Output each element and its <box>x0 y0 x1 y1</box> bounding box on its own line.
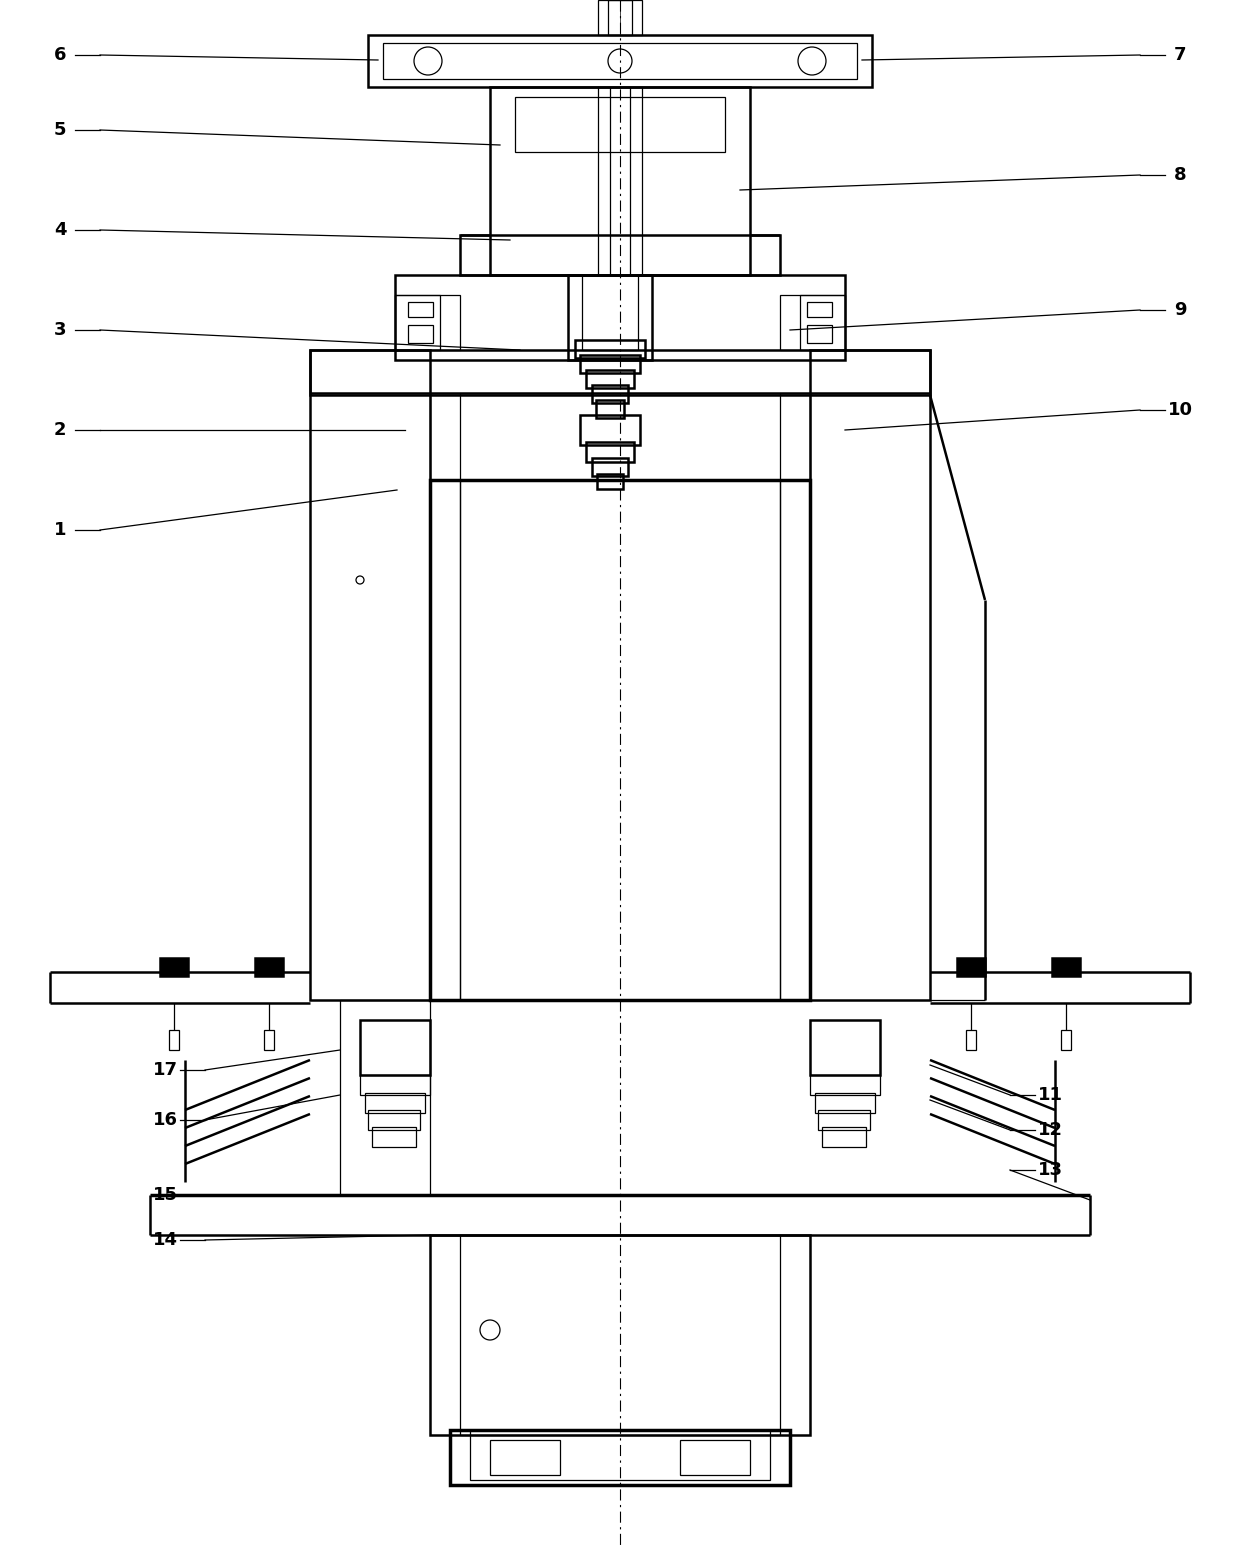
Bar <box>568 276 652 361</box>
Bar <box>160 958 188 975</box>
Bar <box>372 1127 415 1147</box>
Bar <box>587 443 634 461</box>
Bar <box>383 43 857 79</box>
Bar <box>515 98 725 152</box>
Bar <box>582 276 639 350</box>
Bar <box>575 341 645 358</box>
Bar <box>608 0 632 36</box>
Bar <box>810 1074 880 1094</box>
Bar <box>310 350 430 1000</box>
Bar <box>408 325 433 344</box>
Bar <box>587 370 634 389</box>
Bar <box>490 1440 560 1475</box>
Bar <box>408 302 433 317</box>
Bar <box>460 235 780 276</box>
Bar <box>580 354 640 373</box>
Bar <box>807 325 832 344</box>
Bar <box>396 276 844 361</box>
Bar <box>310 350 930 395</box>
Bar <box>396 296 460 350</box>
Bar <box>255 958 283 975</box>
Text: 5: 5 <box>53 121 66 139</box>
Bar <box>340 1000 430 1195</box>
Bar <box>810 1020 880 1074</box>
Bar <box>368 36 872 87</box>
Bar <box>810 350 930 1000</box>
Bar <box>470 1430 770 1480</box>
Text: 16: 16 <box>153 1111 177 1128</box>
Bar <box>591 458 627 475</box>
Bar <box>610 87 630 276</box>
Bar <box>430 1235 810 1435</box>
Text: 12: 12 <box>1038 1121 1063 1139</box>
Text: 11: 11 <box>1038 1087 1063 1104</box>
Bar <box>966 1029 976 1050</box>
Bar <box>430 480 810 1000</box>
Text: 10: 10 <box>1168 401 1193 420</box>
Bar <box>368 1110 420 1130</box>
Text: 2: 2 <box>53 421 66 440</box>
Bar <box>598 87 642 276</box>
Text: 7: 7 <box>1174 46 1187 63</box>
Bar <box>264 1029 274 1050</box>
Bar <box>450 1430 790 1485</box>
Bar <box>591 385 627 402</box>
Bar <box>396 296 440 350</box>
Text: 1: 1 <box>53 522 66 539</box>
Bar <box>822 1127 866 1147</box>
Bar <box>680 1440 750 1475</box>
Text: 15: 15 <box>153 1186 177 1204</box>
Text: 9: 9 <box>1174 300 1187 319</box>
Bar <box>596 399 624 418</box>
Bar <box>957 958 985 975</box>
Bar <box>818 1110 870 1130</box>
Bar <box>780 296 844 350</box>
Bar <box>169 1029 179 1050</box>
Bar <box>1061 1029 1071 1050</box>
Text: 13: 13 <box>1038 1161 1063 1180</box>
Bar <box>490 87 750 276</box>
Bar <box>360 1074 430 1094</box>
Bar <box>807 302 832 317</box>
Bar <box>598 0 642 36</box>
Text: 6: 6 <box>53 46 66 63</box>
Bar <box>1052 958 1080 975</box>
Bar <box>360 1020 430 1074</box>
Bar <box>580 415 640 444</box>
Bar <box>596 474 622 489</box>
Bar <box>460 480 780 1000</box>
Text: 17: 17 <box>153 1060 177 1079</box>
Text: 3: 3 <box>53 320 66 339</box>
Bar <box>365 1093 425 1113</box>
Bar <box>800 296 844 350</box>
Bar <box>815 1093 875 1113</box>
Text: 14: 14 <box>153 1231 177 1249</box>
Bar <box>460 1235 780 1435</box>
Text: 8: 8 <box>1174 166 1187 184</box>
Text: 4: 4 <box>53 221 66 238</box>
